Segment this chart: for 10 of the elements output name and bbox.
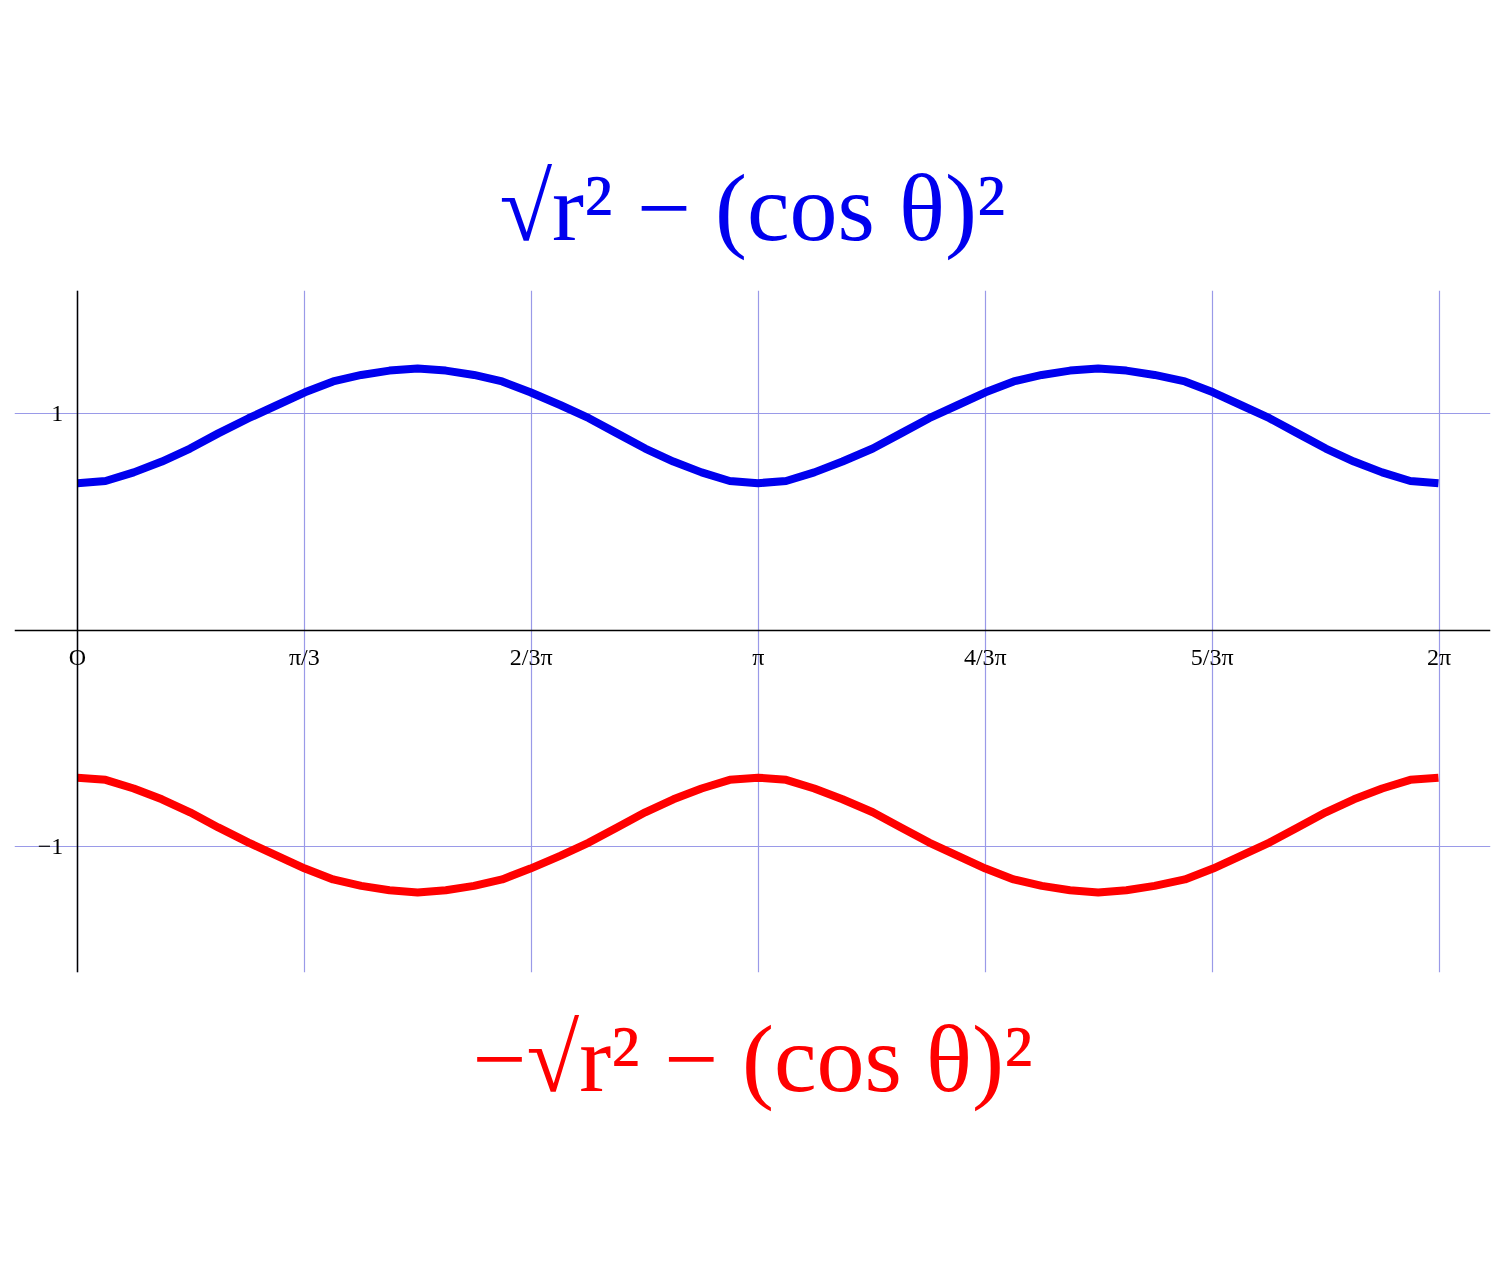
series-label: √r² − (cos θ)²: [499, 153, 1006, 261]
x-tick-label: 2π: [1427, 644, 1452, 671]
series-label: −√r² − (cos θ)²: [472, 1004, 1033, 1112]
x-tick-label: 2/3π: [509, 644, 553, 671]
x-tick-label: 5/3π: [1190, 644, 1234, 671]
x-tick-label: π: [752, 644, 765, 671]
x-tick-label: π/3: [288, 644, 320, 671]
y-tick-label: −1: [37, 833, 64, 860]
x-tick-label: 4/3π: [963, 644, 1007, 671]
y-tick-label: 1: [51, 400, 64, 427]
